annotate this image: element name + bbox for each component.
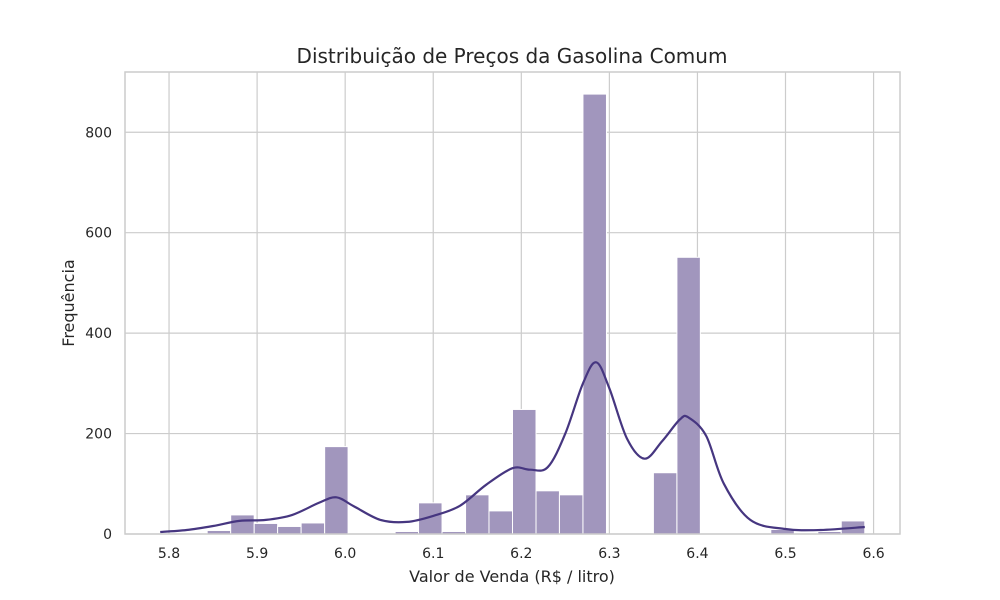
histogram-bar <box>512 408 537 535</box>
x-tick-label: 6.6 <box>862 546 884 562</box>
y-tick-label: 200 <box>85 427 112 443</box>
histogram-bar <box>277 525 302 535</box>
histogram-bar <box>558 494 584 535</box>
histogram-bar <box>230 514 255 535</box>
histogram-bar <box>676 256 701 535</box>
x-tick-label: 5.9 <box>246 546 268 562</box>
histogram-bar <box>465 494 490 535</box>
histogram-bars <box>206 93 866 535</box>
y-tick-labels: 0 200 400 600 800 <box>85 125 112 543</box>
histogram-bar <box>652 472 678 535</box>
x-axis-label: Valor de Venda (R$ / litro) <box>409 567 615 586</box>
kde-layer <box>160 361 865 534</box>
histogram-bar <box>324 446 349 535</box>
y-axis-label: Frequência <box>59 259 78 346</box>
kde-line <box>160 361 865 534</box>
x-tick-labels: 5.8 5.9 6.0 6.1 6.2 6.3 6.4 6.5 6.6 <box>158 546 885 562</box>
chart-title: Distribuição de Preços da Gasolina Comum <box>297 44 728 68</box>
x-tick-label: 6.1 <box>422 546 444 562</box>
x-tick-label: 6.5 <box>774 546 796 562</box>
histogram-bar <box>488 510 514 535</box>
x-tick-label: 6.3 <box>598 546 620 562</box>
histogram-bar <box>535 490 560 535</box>
x-tick-label: 6.4 <box>686 546 708 562</box>
y-tick-label: 800 <box>85 125 112 141</box>
plot-frame <box>124 71 901 535</box>
x-tick-label: 6.2 <box>510 546 532 562</box>
histogram-bar <box>253 522 279 535</box>
x-tick-label: 5.8 <box>158 546 180 562</box>
histogram-bar <box>300 522 326 535</box>
x-tick-label: 6.0 <box>334 546 356 562</box>
y-tick-label: 600 <box>85 226 112 242</box>
histogram-bar <box>582 93 607 535</box>
y-tick-label: 400 <box>85 326 112 342</box>
y-tick-label: 0 <box>103 527 112 543</box>
